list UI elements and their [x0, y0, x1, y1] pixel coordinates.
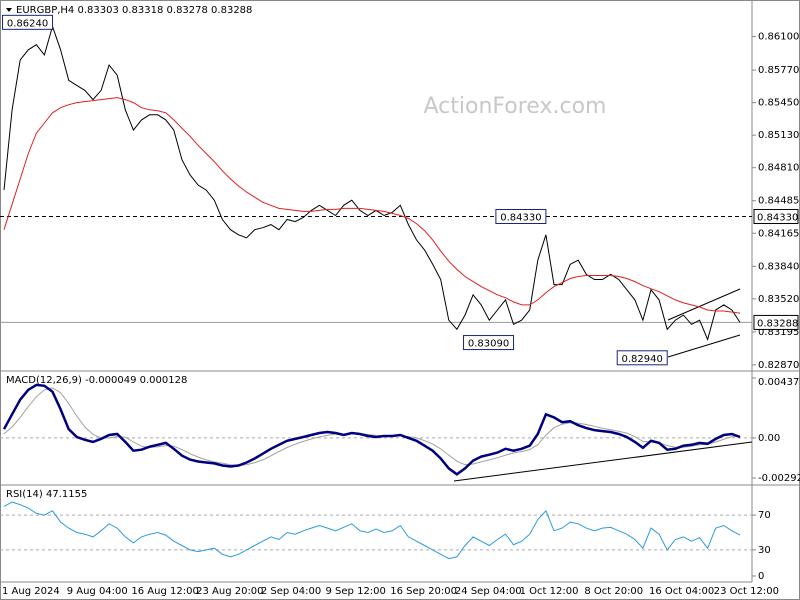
price-tag [753, 208, 799, 224]
y-tick-label: 70 [758, 510, 771, 521]
x-tick-label: 16 Sep 20:00 [390, 586, 457, 597]
x-tick-label: 23 Oct 12:00 [714, 586, 779, 597]
chart-title: EURGBP,H4 0.83303 0.83318 0.83278 0.8328… [16, 5, 252, 16]
macd-title: MACD(12,26,9) -0.000049 0.000128 [6, 375, 187, 386]
x-tick-label: 8 Oct 20:00 [584, 586, 643, 597]
annotation-box [463, 335, 515, 351]
annotation-box [495, 208, 547, 224]
series-line [3, 501, 741, 560]
y-tick-label: 0 [758, 571, 764, 582]
y-tick-label: 0.83195 [758, 327, 799, 338]
rsi-title: RSI(14) 47.1155 [6, 489, 87, 500]
annotation-label: 0.82940 [622, 354, 663, 365]
series-line [3, 24, 741, 342]
price-tag-label: 0.83288 [757, 318, 798, 329]
x-tick-label: 23 Aug 20:00 [196, 586, 263, 597]
y-tick-label: 0.85450 [758, 98, 799, 109]
y-tick-label: 0.86100 [758, 32, 799, 43]
y-tick-label: 0.00 [758, 433, 780, 444]
y-tick-label: 0.84810 [758, 163, 799, 174]
menu-arrow[interactable] [6, 8, 12, 12]
y-tick-label: 0.82870 [758, 360, 799, 371]
price-tag [753, 314, 799, 330]
y-tick-label: 0.84165 [758, 228, 799, 239]
x-tick-label: 1 Oct 12:00 [520, 586, 579, 597]
y-tick-label: 0.85130 [758, 130, 799, 141]
annotation-box [616, 350, 668, 366]
channel-lower [667, 334, 741, 358]
x-tick-label: 16 Aug 12:00 [131, 586, 198, 597]
y-tick-label: 0.00437 [758, 377, 799, 388]
channel-upper [667, 288, 741, 321]
macd-trendline [453, 441, 753, 482]
y-tick-label: 0.85770 [758, 65, 799, 76]
price-tag-label: 0.84330 [757, 212, 798, 223]
series-line [3, 97, 741, 314]
y-tick-label: -0.002922 [758, 473, 800, 484]
x-tick-label: 1 Aug 2024 [2, 586, 60, 597]
annotation-box [2, 14, 54, 30]
x-tick-label: 16 Oct 04:00 [649, 586, 714, 597]
annotation-label: 0.84330 [500, 212, 541, 223]
y-tick-label: 30 [758, 545, 771, 556]
annotation-label: 0.86240 [7, 18, 48, 29]
annotation-label: 0.83090 [468, 339, 509, 350]
x-tick-label: 2 Sep 04:00 [261, 586, 321, 597]
watermark: ActionForex.com [424, 94, 607, 119]
y-tick-label: 0.83520 [758, 294, 799, 305]
series-line [2, 383, 741, 476]
y-tick-label: 0.84485 [758, 196, 799, 207]
series-line [3, 387, 741, 466]
x-tick-label: 9 Sep 12:00 [326, 586, 386, 597]
y-tick-label: 0.83840 [758, 261, 799, 272]
x-tick-label: 24 Sep 04:00 [455, 586, 522, 597]
x-tick-label: 9 Aug 04:00 [67, 586, 128, 597]
